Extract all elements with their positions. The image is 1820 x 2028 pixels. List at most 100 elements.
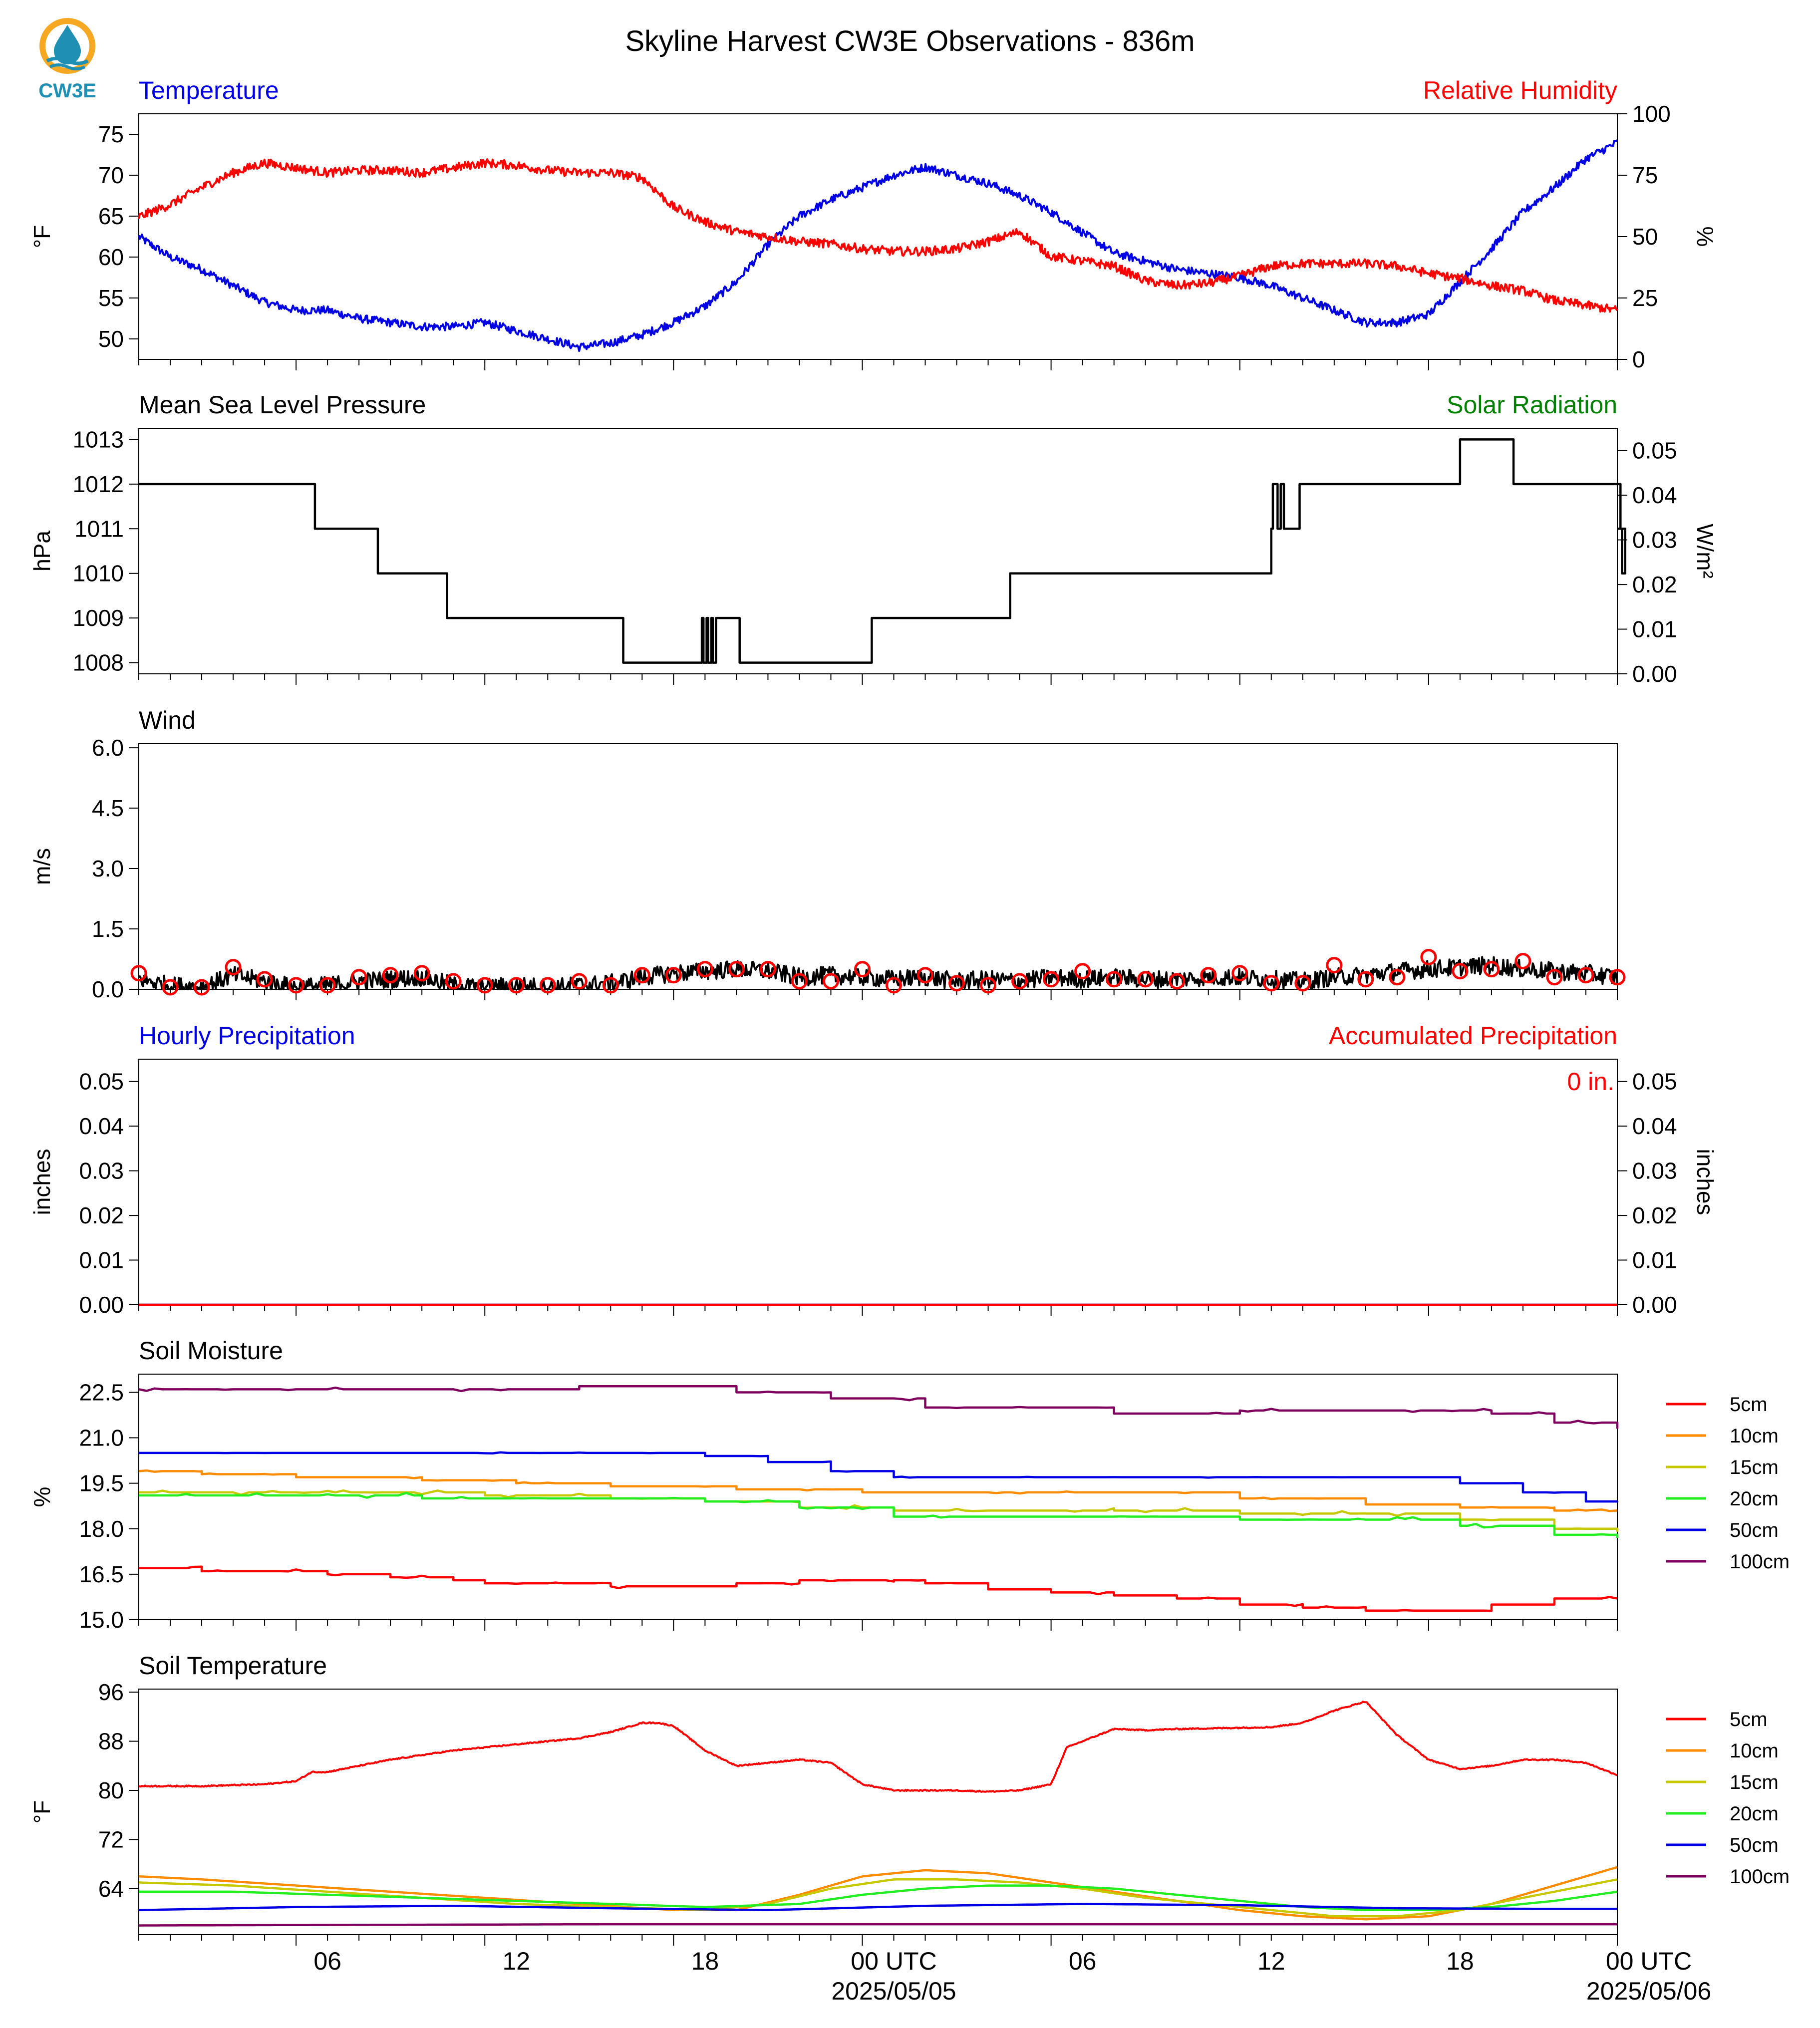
y-tick-label-left: 1011 [74,516,124,542]
wind-gust-marker [1546,969,1563,986]
wind-gust-marker [1515,953,1531,970]
y-tick-label-left: 0.03 [79,1158,124,1184]
time-tick-label: 00 UTC [851,1947,936,1975]
wind-gust-marker [571,973,588,990]
time-tick-label: 06 [313,1947,341,1975]
wind-gust-marker [1420,948,1437,965]
y-tick-label-left: 22.5 [79,1379,124,1405]
legend-label-15cm: 15cm [1730,1456,1779,1478]
y-tick-label-right: 0.01 [1632,616,1677,642]
y-axis-label-left: % [29,1487,55,1507]
wind-gust-marker [917,967,934,984]
y-tick-label-right: 0.01 [1632,1247,1677,1273]
series-line-100cm [138,1385,1619,1429]
wind-gust-marker [288,977,304,994]
legend-label-5cm: 5cm [1730,1709,1768,1731]
wind-gust-marker [696,961,713,978]
y-tick-label-right: 0.04 [1632,482,1677,508]
logo-text: CW3E [38,80,96,102]
wind-gust-marker [886,977,903,994]
legend-label-10cm: 10cm [1730,1740,1779,1762]
y-tick-label-right: 0.05 [1632,438,1677,464]
wind-gust-marker [1169,973,1186,990]
y-tick-label-left: 70 [98,162,124,188]
wind-gust-marker [728,961,745,978]
y-axis-label-left: °F [29,225,55,249]
wind-gust-marker [1011,973,1028,990]
wind-gust-marker [1231,965,1248,982]
plot-frame [138,1374,1618,1620]
y-axis-label-left: m/s [29,848,55,885]
wind-gust-marker [1263,975,1280,992]
legend-label-100cm: 100cm [1730,1551,1790,1573]
plot-frame [138,1689,1618,1935]
y-axis-label-left: °F [29,1800,55,1824]
wind-gust-marker [1452,963,1469,980]
panel-title-left: Temperature [139,76,279,104]
y-axis-label-left: hPa [29,531,55,572]
panel-title-left: Wind [139,706,196,734]
y-tick-label-left: 1010 [73,561,124,586]
y-tick-label-right: 75 [1632,162,1658,188]
y-tick-label-right: 0 [1632,346,1645,372]
wind-gust-marker [854,961,871,978]
y-tick-label-left: 19.5 [79,1470,124,1496]
y-axis-label-right: W/m² [1692,524,1718,579]
series-line-10cm [138,1469,1618,1512]
series-line-10cm [138,1866,1618,1921]
y-tick-label-right: 0.03 [1632,527,1677,553]
panel-pressure: Mean Sea Level Pressure Solar Radiation 10… [29,391,1718,687]
y-tick-label-left: 72 [98,1826,124,1852]
time-tick-label: 12 [1257,1947,1285,1975]
y-tick-label-left: 21.0 [79,1425,124,1451]
y-tick-label-right: 0.02 [1632,572,1677,597]
wind-gust-marker [445,973,462,990]
wind-gust-marker [1326,957,1343,974]
series-line-50cm [138,1903,1617,1912]
y-tick-label-left: 18.0 [79,1516,124,1542]
legend-label-50cm: 50cm [1730,1834,1779,1856]
wind-gust-marker [633,967,650,984]
wind-gust-marker [508,977,525,994]
wind-gust-marker [822,973,839,990]
panel-wind: Wind 0.0 1.5 3.0 4.5 6.0 m/s [29,706,1626,1002]
y-tick-label-left: 0.01 [79,1247,124,1273]
series-line-blue [138,139,1618,352]
legend-label-100cm: 100cm [1730,1866,1790,1888]
y-tick-label-left: 0.02 [79,1202,124,1228]
wind-gust-marker [980,977,997,994]
accumulated-total-label: 0 in. [1567,1068,1614,1096]
y-tick-label-right: 0.05 [1632,1069,1677,1095]
wind-gust-marker [476,977,493,994]
y-tick-label-right: 50 [1632,224,1658,250]
series-line-20cm [139,1491,1619,1538]
y-tick-label-left: 96 [98,1679,124,1705]
y-axis-label-right: % [1692,227,1718,247]
series-line-100cm [138,1923,1617,1927]
wind-gust-marker [162,979,179,996]
y-tick-label-left: 64 [98,1876,124,1902]
panel-title-left: Hourly Precipitation [139,1022,355,1050]
figure-title: Skyline Harvest CW3E Observations - 836m [625,25,1195,57]
y-tick-label-left: 15.0 [79,1607,124,1633]
y-tick-label-left: 0.04 [79,1113,124,1139]
time-tick-label: 12 [502,1947,530,1975]
panel-soil_temperature: Soil Temperature 64 72 80 88 96 °F 5cm 10cm 15cm 2… [29,1652,1790,1946]
legend-label-20cm: 20cm [1730,1803,1779,1825]
panel-precip: Hourly Precipitation Accumulated Precipit… [29,1022,1718,1318]
y-tick-label-right: 0.00 [1632,1292,1677,1318]
panel-title-right: Solar Radiation [1447,391,1617,419]
y-tick-label-left: 1008 [73,650,124,676]
wind-gust-marker [1043,971,1060,988]
y-tick-label-left: 60 [98,244,124,270]
wind-gust-marker [256,971,273,988]
wind-gust-marker [1609,969,1626,986]
y-tick-label-left: 80 [98,1777,124,1803]
date-label: 2025/05/06 [1586,1977,1711,2005]
y-tick-label-left: 0.05 [79,1069,124,1095]
date-label: 2025/05/05 [831,1977,956,2005]
y-tick-label-left: 0.0 [92,976,124,1002]
wind-gust-marker [759,961,776,978]
wind-gust-marker [382,967,399,984]
